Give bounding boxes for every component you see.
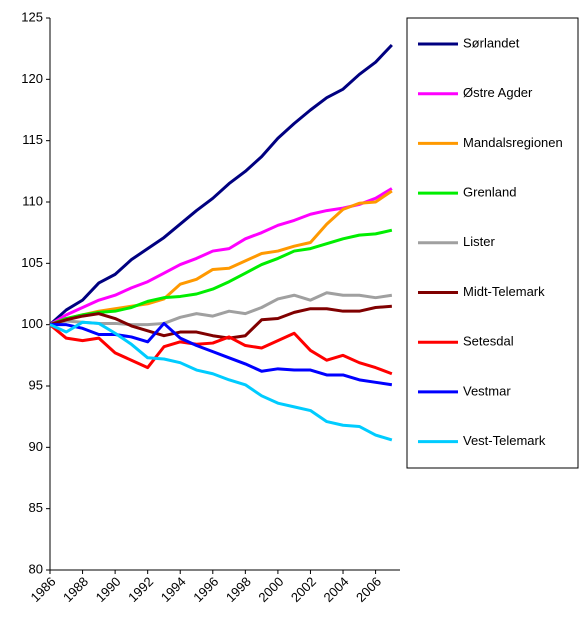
- x-tick-label: 1992: [125, 574, 156, 605]
- y-tick-label: 90: [29, 439, 43, 454]
- legend-label: Midt-Telemark: [463, 284, 545, 299]
- series-line: [50, 321, 393, 387]
- series-line: [48, 43, 393, 326]
- series-line: [49, 228, 393, 327]
- legend-label: Grenland: [463, 185, 516, 200]
- x-tick-label: 2004: [321, 574, 352, 605]
- legend-label: Lister: [463, 234, 495, 249]
- y-tick-label: 125: [21, 9, 43, 24]
- legend-label: Mandalsregionen: [463, 135, 563, 150]
- y-tick-label: 120: [21, 71, 43, 86]
- x-tick-label: 1996: [190, 574, 221, 605]
- series-line: [49, 291, 393, 327]
- y-tick-label: 95: [29, 377, 43, 392]
- x-tick-label: 1998: [223, 574, 254, 605]
- legend-label: Vest-Telemark: [463, 433, 546, 448]
- series-line: [49, 187, 393, 326]
- x-tick-label: 2006: [353, 574, 384, 605]
- series-line: [49, 304, 392, 340]
- legend-label: Sørlandet: [463, 35, 520, 50]
- y-tick-label: 85: [29, 500, 43, 515]
- y-tick-label: 80: [29, 561, 43, 576]
- x-tick-label: 1990: [93, 574, 124, 605]
- series-line: [49, 320, 393, 442]
- y-tick-label: 100: [21, 316, 43, 331]
- legend-label: Østre Agder: [463, 85, 533, 100]
- x-tick-label: 1994: [158, 574, 189, 605]
- y-tick-label: 105: [21, 255, 43, 270]
- legend-label: Setesdal: [463, 334, 514, 349]
- x-tick-label: 2002: [288, 574, 319, 605]
- series-line: [49, 189, 393, 327]
- x-tick-label: 2000: [255, 574, 286, 605]
- y-tick-label: 110: [22, 193, 43, 208]
- y-tick-label: 115: [22, 132, 43, 147]
- series-line: [49, 323, 393, 376]
- legend-label: Vestmar: [463, 383, 511, 398]
- x-tick-label: 1986: [27, 574, 58, 605]
- x-tick-label: 1988: [60, 574, 91, 605]
